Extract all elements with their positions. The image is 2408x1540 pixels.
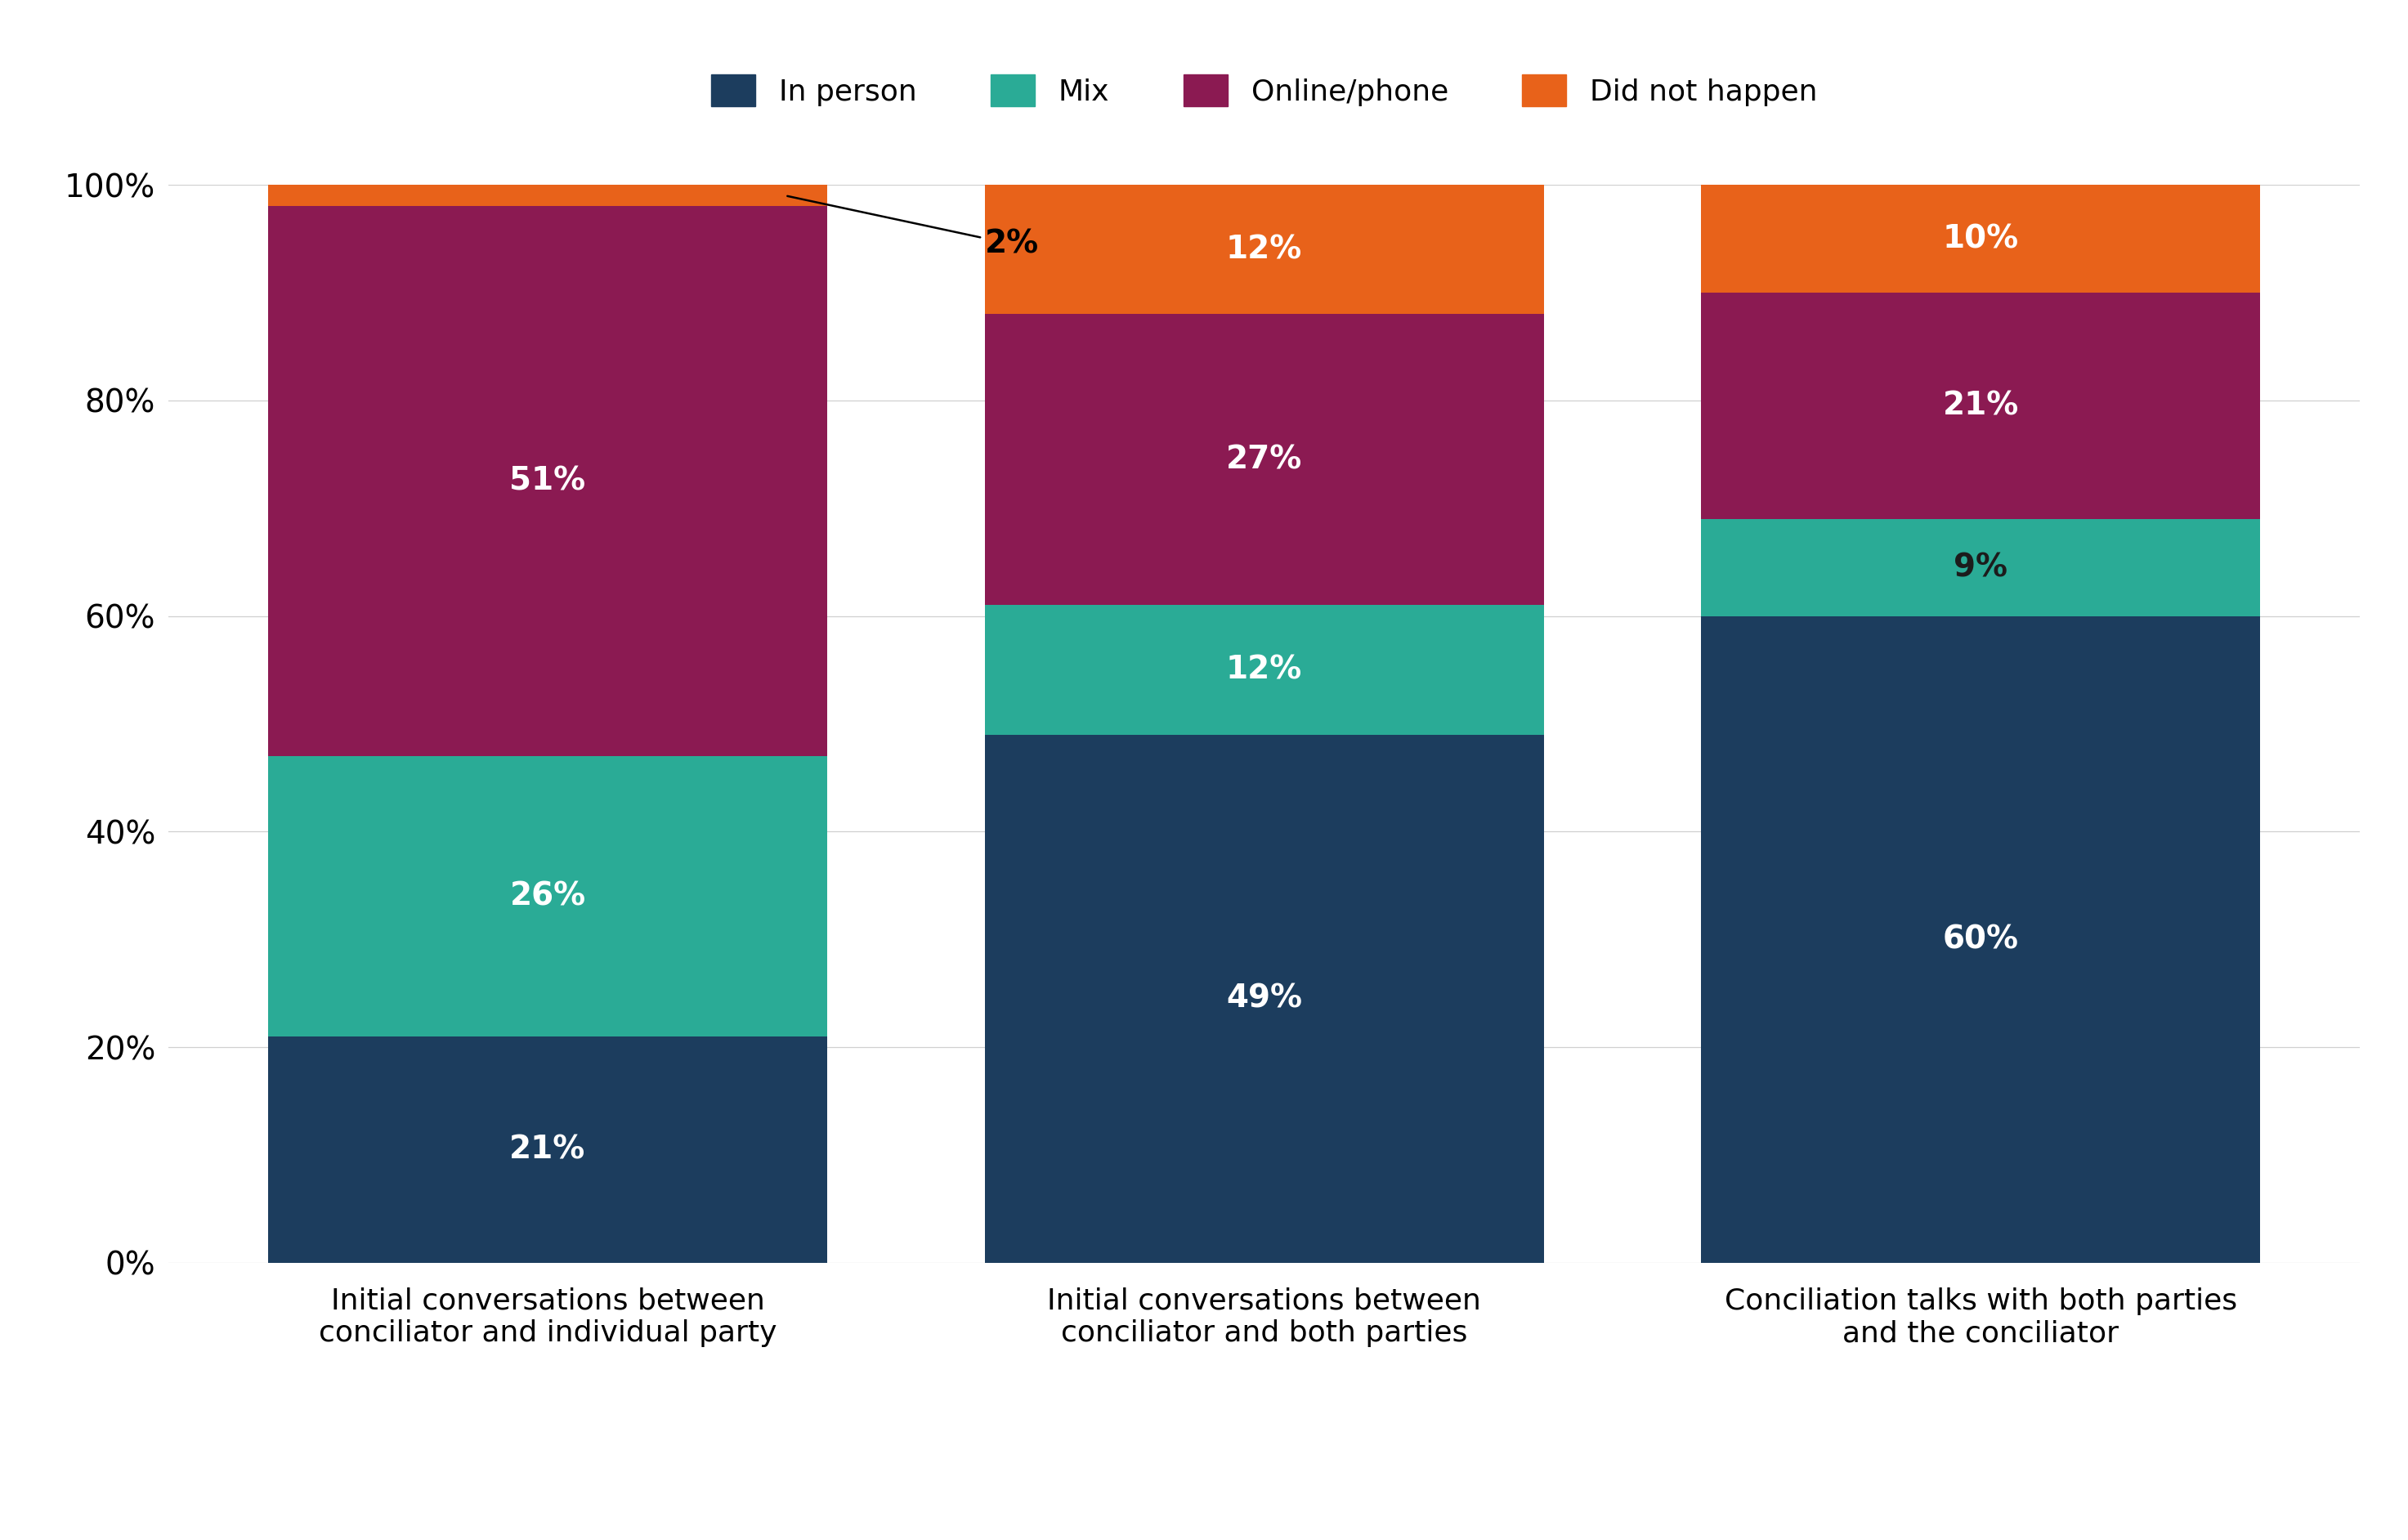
- Text: 21%: 21%: [1943, 390, 2018, 422]
- Text: 9%: 9%: [1953, 551, 2008, 584]
- Bar: [267, 1036, 826, 1263]
- Text: 27%: 27%: [1226, 444, 1303, 476]
- Text: 21%: 21%: [510, 1133, 585, 1166]
- Bar: [985, 185, 1544, 314]
- Text: 26%: 26%: [510, 881, 585, 912]
- Text: 10%: 10%: [1943, 223, 2018, 254]
- Bar: [267, 206, 826, 756]
- Bar: [985, 605, 1544, 735]
- Bar: [1702, 519, 2261, 616]
- Bar: [267, 185, 826, 206]
- Bar: [267, 756, 826, 1036]
- Legend: In person, Mix, Online/phone, Did not happen: In person, Mix, Online/phone, Did not ha…: [696, 60, 1832, 122]
- Text: 51%: 51%: [510, 465, 585, 497]
- Text: 49%: 49%: [1226, 983, 1303, 1015]
- Bar: [1702, 616, 2261, 1263]
- Bar: [1702, 293, 2261, 519]
- Bar: [1702, 185, 2261, 293]
- Text: 2%: 2%: [787, 196, 1038, 260]
- Text: 12%: 12%: [1226, 234, 1303, 265]
- Bar: [985, 314, 1544, 605]
- Text: 12%: 12%: [1226, 654, 1303, 685]
- Bar: [985, 735, 1544, 1263]
- Text: 60%: 60%: [1943, 924, 2018, 955]
